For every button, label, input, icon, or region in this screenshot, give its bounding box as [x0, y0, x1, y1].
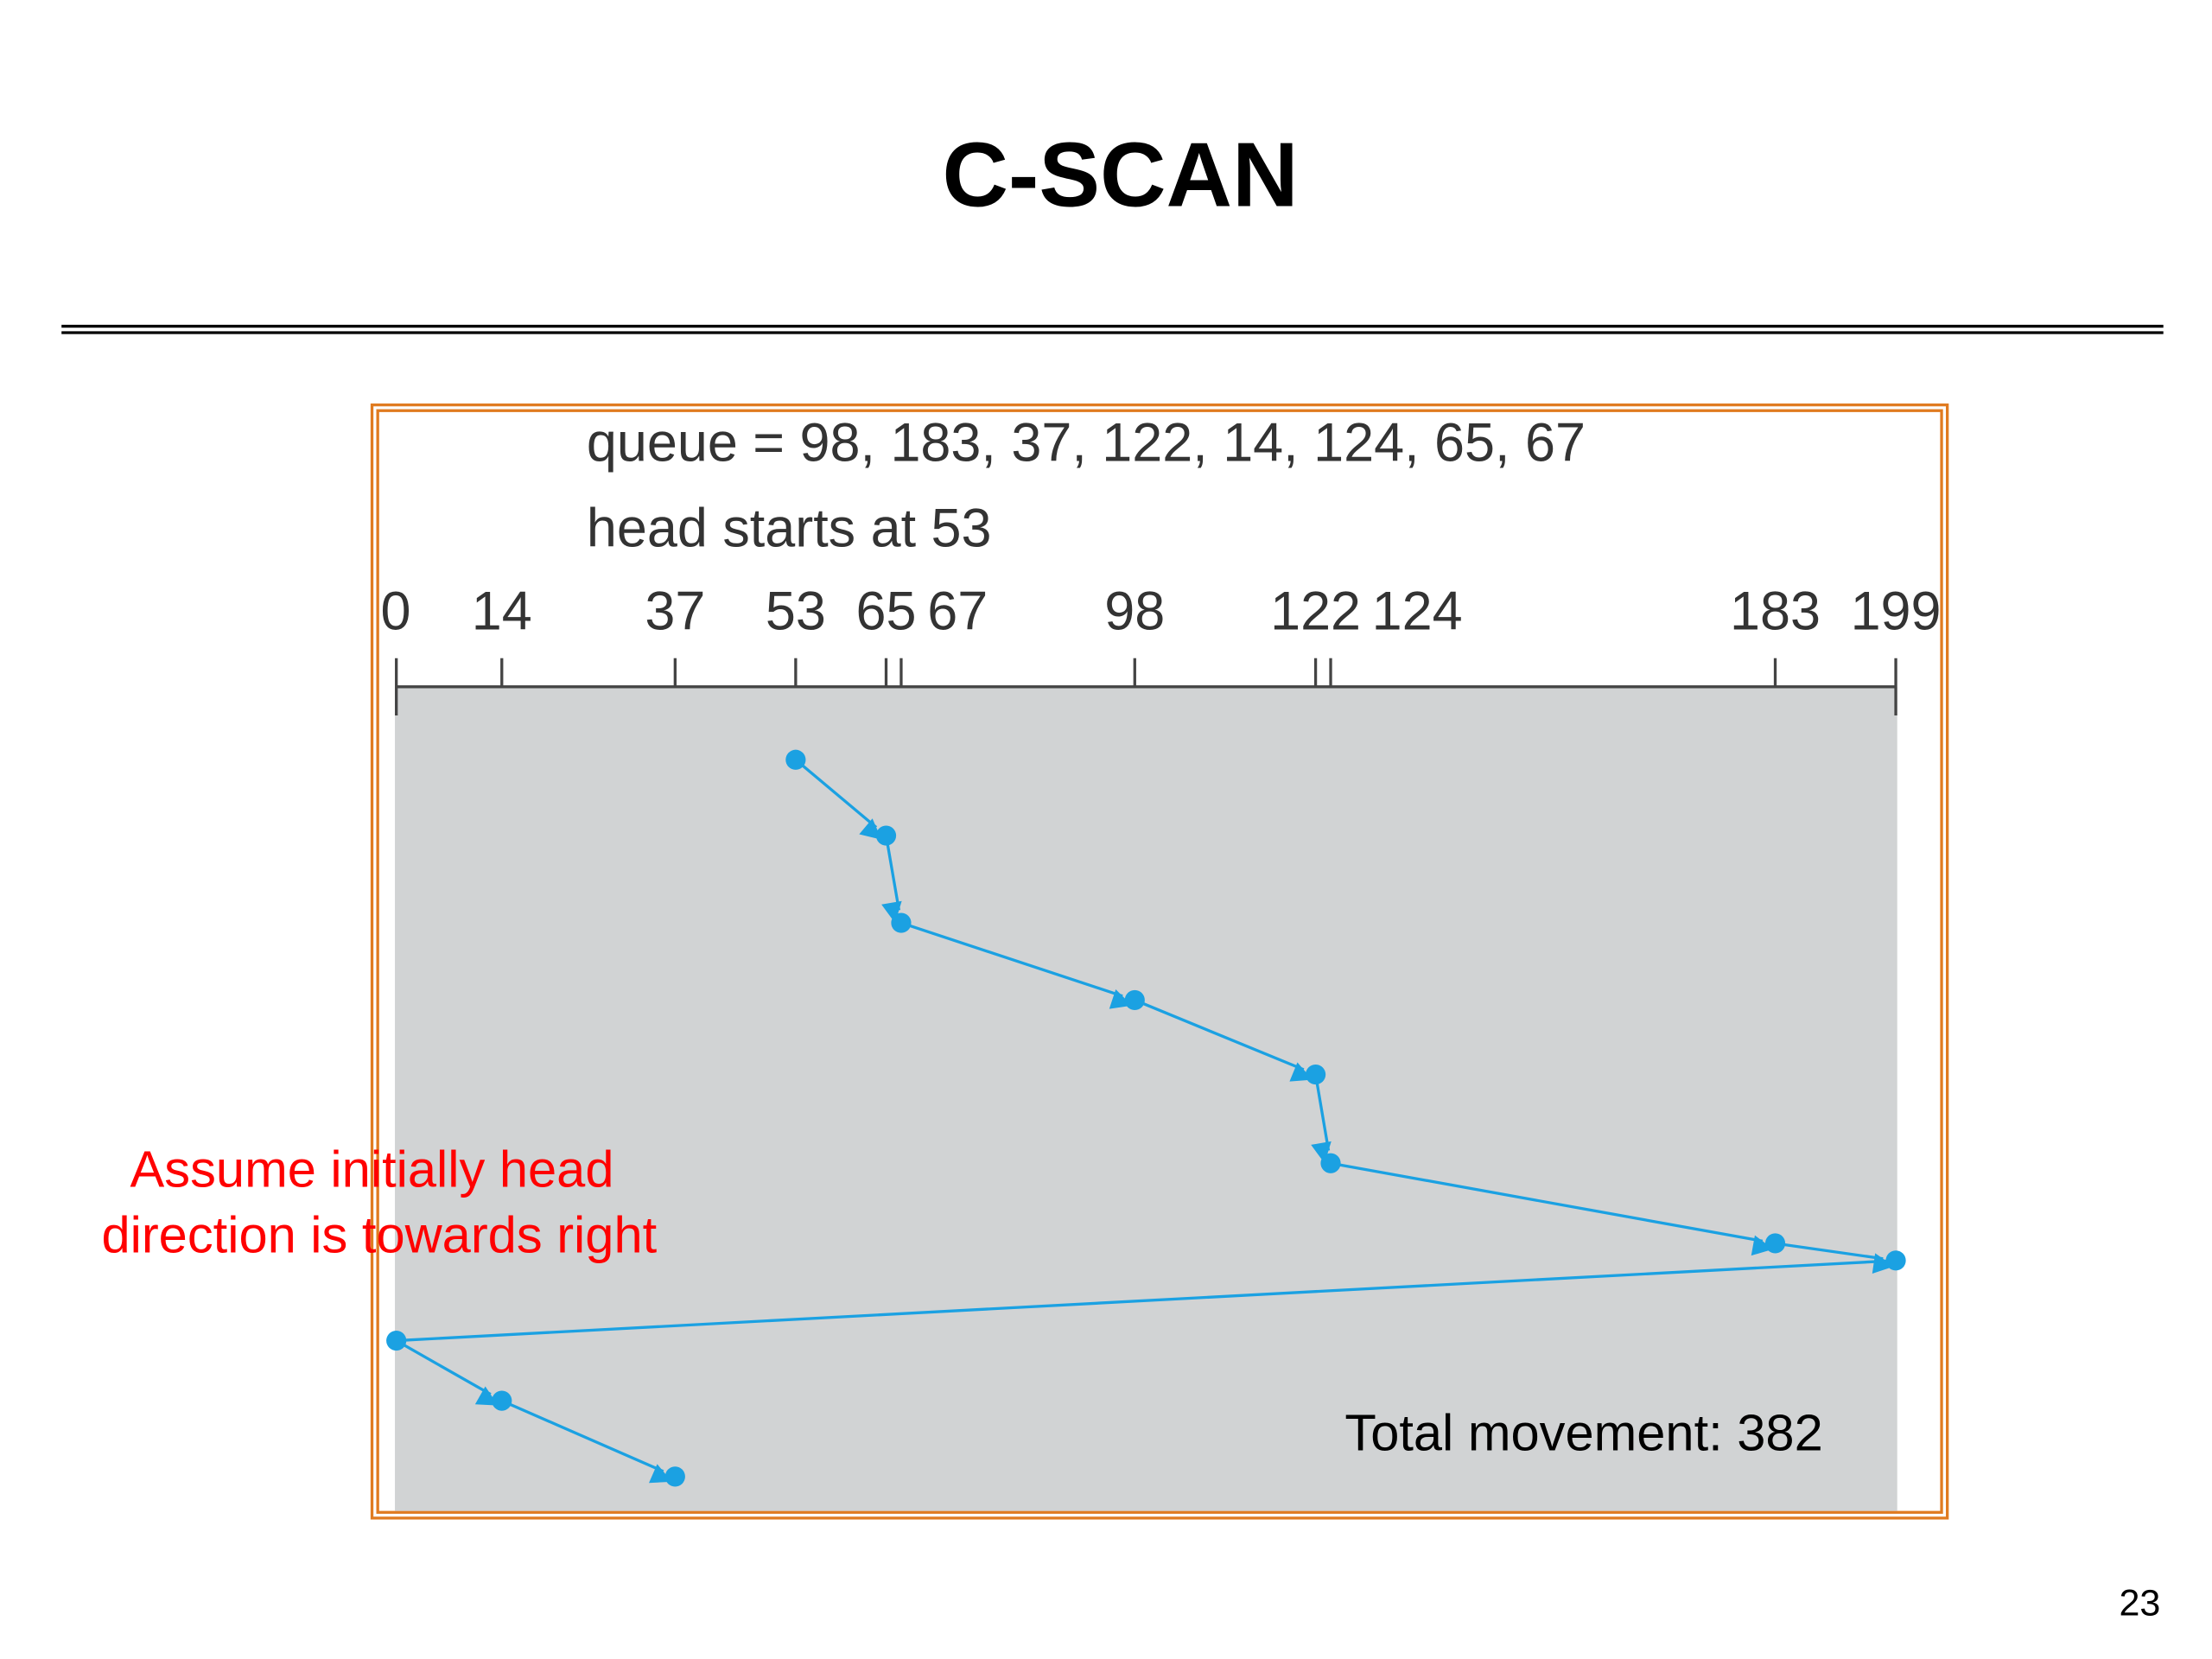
- request-point: [1764, 1233, 1786, 1254]
- tick-label: 65: [856, 582, 917, 642]
- plot-area: [395, 686, 1897, 1511]
- path-segment: [1134, 998, 1313, 1082]
- path-segment: [1775, 1242, 1895, 1274]
- request-point: [1885, 1250, 1906, 1271]
- request-point: [492, 1390, 512, 1411]
- request-point: [1320, 1153, 1341, 1173]
- request-point: [875, 825, 897, 846]
- total-text: Total movement: 382: [1344, 1403, 1822, 1461]
- path-segment: [1330, 1161, 1774, 1256]
- note-line: Assume initially head: [130, 1141, 614, 1198]
- tick-label: 67: [927, 582, 988, 642]
- tick-label: 0: [380, 582, 410, 642]
- tick-label: 53: [766, 582, 826, 642]
- diagram: 0 14 37 53 65 67 98 122 124 183 199: [380, 582, 1942, 1487]
- path-segment: [900, 921, 1133, 1009]
- tick-label: 98: [1104, 582, 1165, 642]
- request-point: [891, 912, 912, 933]
- page-number: 23: [2119, 1582, 2160, 1624]
- slide-title: C-SCAN: [943, 124, 1299, 226]
- tick-label: 14: [472, 582, 532, 642]
- path-segment: [1311, 1074, 1332, 1164]
- request-point: [664, 1466, 685, 1487]
- path-segment: [395, 1339, 499, 1406]
- request-point: [785, 749, 806, 770]
- path-segment: [794, 759, 882, 840]
- request-point: [1305, 1064, 1326, 1085]
- tick-label: 124: [1372, 582, 1463, 642]
- request-point: [386, 1330, 407, 1351]
- queue-text: queue = 98, 183, 37, 122, 14, 124, 65, 6…: [587, 412, 1586, 473]
- tick-label: 183: [1730, 582, 1821, 642]
- path-segment: [881, 835, 902, 924]
- tick-label: 122: [1270, 582, 1361, 642]
- path-segment: [501, 1399, 672, 1484]
- tick-label: 199: [1851, 582, 1942, 642]
- tick-label: 37: [645, 582, 705, 642]
- note-line: direction is towards right: [101, 1206, 657, 1264]
- figure-frame-inner: [376, 409, 1943, 1514]
- request-point: [1124, 989, 1145, 1011]
- path-segment: [396, 1259, 1897, 1343]
- head-text: head starts at 53: [587, 499, 992, 559]
